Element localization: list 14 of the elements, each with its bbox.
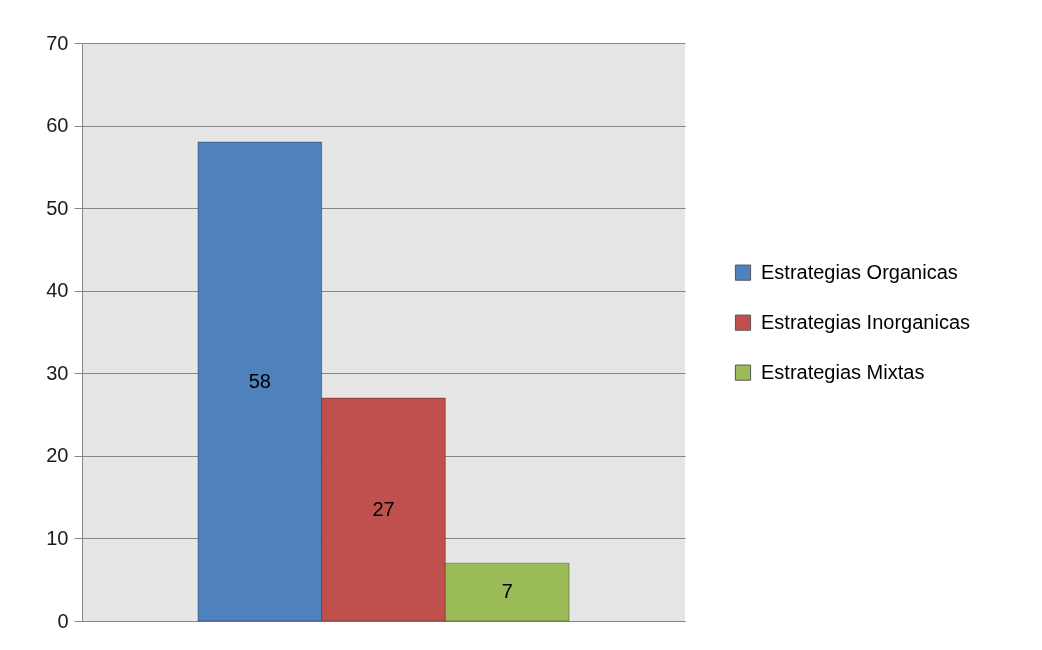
y-tick-label: 40 (46, 279, 69, 302)
legend-label: Estrategias Inorganicas (761, 310, 971, 333)
data-label: 7 (501, 580, 513, 603)
y-tick-label: 70 (46, 31, 69, 54)
y-tick-label: 60 (46, 114, 69, 137)
y-tick-label: 0 (57, 609, 69, 632)
y-tick-label: 20 (46, 444, 69, 467)
y-tick-label: 30 (46, 361, 69, 384)
data-label: 27 (372, 497, 395, 520)
y-tick-label: 10 (46, 526, 69, 549)
data-label: 58 (248, 369, 271, 392)
legend-label: Estrategias Organicas (761, 260, 958, 283)
y-tick-label: 50 (46, 196, 69, 219)
legend-label: Estrategias Mixtas (761, 360, 925, 383)
